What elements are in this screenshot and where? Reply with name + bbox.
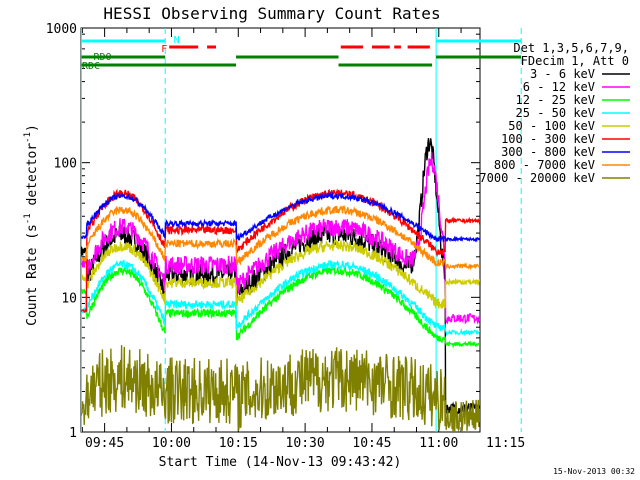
y-tick-label: 10 [61, 291, 77, 306]
x-tick-label: 10:30 [286, 436, 325, 451]
y-tick-label: 1000 [46, 22, 77, 37]
x-tick-label: 09:45 [85, 436, 124, 451]
legend-label: 6 - 12 keV [523, 80, 595, 94]
series-line [81, 188, 480, 314]
x-tick-label: 10:00 [152, 436, 191, 451]
y-axis-label-sup1: -1 [23, 213, 33, 224]
series-line [81, 204, 480, 271]
legend-label: 25 - 50 keV [516, 106, 595, 120]
x-tick-label: 11:00 [419, 436, 458, 451]
series-line [81, 238, 480, 309]
x-tick-label: 11:15 [486, 436, 525, 451]
flag-label-f: F [161, 44, 167, 55]
x-axis-label: Start Time (14-Nov-13 09:43:42) [159, 455, 402, 470]
y-axis-label: Count Rate (s-1 detector-1) [23, 124, 40, 326]
x-tick-label: 10:45 [352, 436, 391, 451]
series-line [81, 191, 480, 244]
y-tick-label: 1 [69, 426, 77, 441]
series-line [81, 259, 480, 337]
legend: Det 1,3,5,6,7,9, FDecim 1, Att 0 3 - 6 k… [479, 41, 630, 185]
plot-area: 1 10 100 1000 09:45 10:00 10:15 10:30 10:45 11:00… [46, 22, 526, 451]
legend-header-line-2: FDecim 1, Att 0 [521, 54, 629, 68]
flag-label-rdc: RDC [82, 61, 100, 72]
flag-label-n: N [174, 35, 180, 46]
flag-label-rdo: RDO [93, 52, 111, 63]
legend-label: 300 - 800 keV [501, 145, 595, 159]
series-line [81, 345, 480, 432]
legend-header-line-1: Det 1,3,5,6,7,9, [513, 41, 629, 55]
chart-title: HESSI Observing Summary Count Rates [103, 4, 440, 23]
legend-label: 50 - 100 keV [508, 119, 595, 133]
x-tick-label: 10:15 [219, 436, 258, 451]
y-axis-label-sup2: -1 [23, 132, 33, 143]
y-axis-label-mid: detector [25, 143, 40, 214]
y-axis-label-main: Count Rate (s [25, 224, 40, 326]
series-line [81, 152, 480, 325]
legend-label: 800 - 7000 keV [494, 158, 595, 172]
footer-date: 15-Nov-2013 00:32 [553, 467, 635, 476]
legend-label: 3 - 6 keV [530, 67, 595, 81]
legend-label: 100 - 300 keV [501, 132, 595, 146]
y-tick-label: 100 [54, 157, 77, 172]
series-line [81, 264, 480, 349]
y-axis-label-end: ) [25, 124, 40, 132]
legend-label: 12 - 25 keV [516, 93, 595, 107]
curves [81, 138, 480, 432]
legend-label: 7000 - 20000 keV [479, 171, 595, 185]
